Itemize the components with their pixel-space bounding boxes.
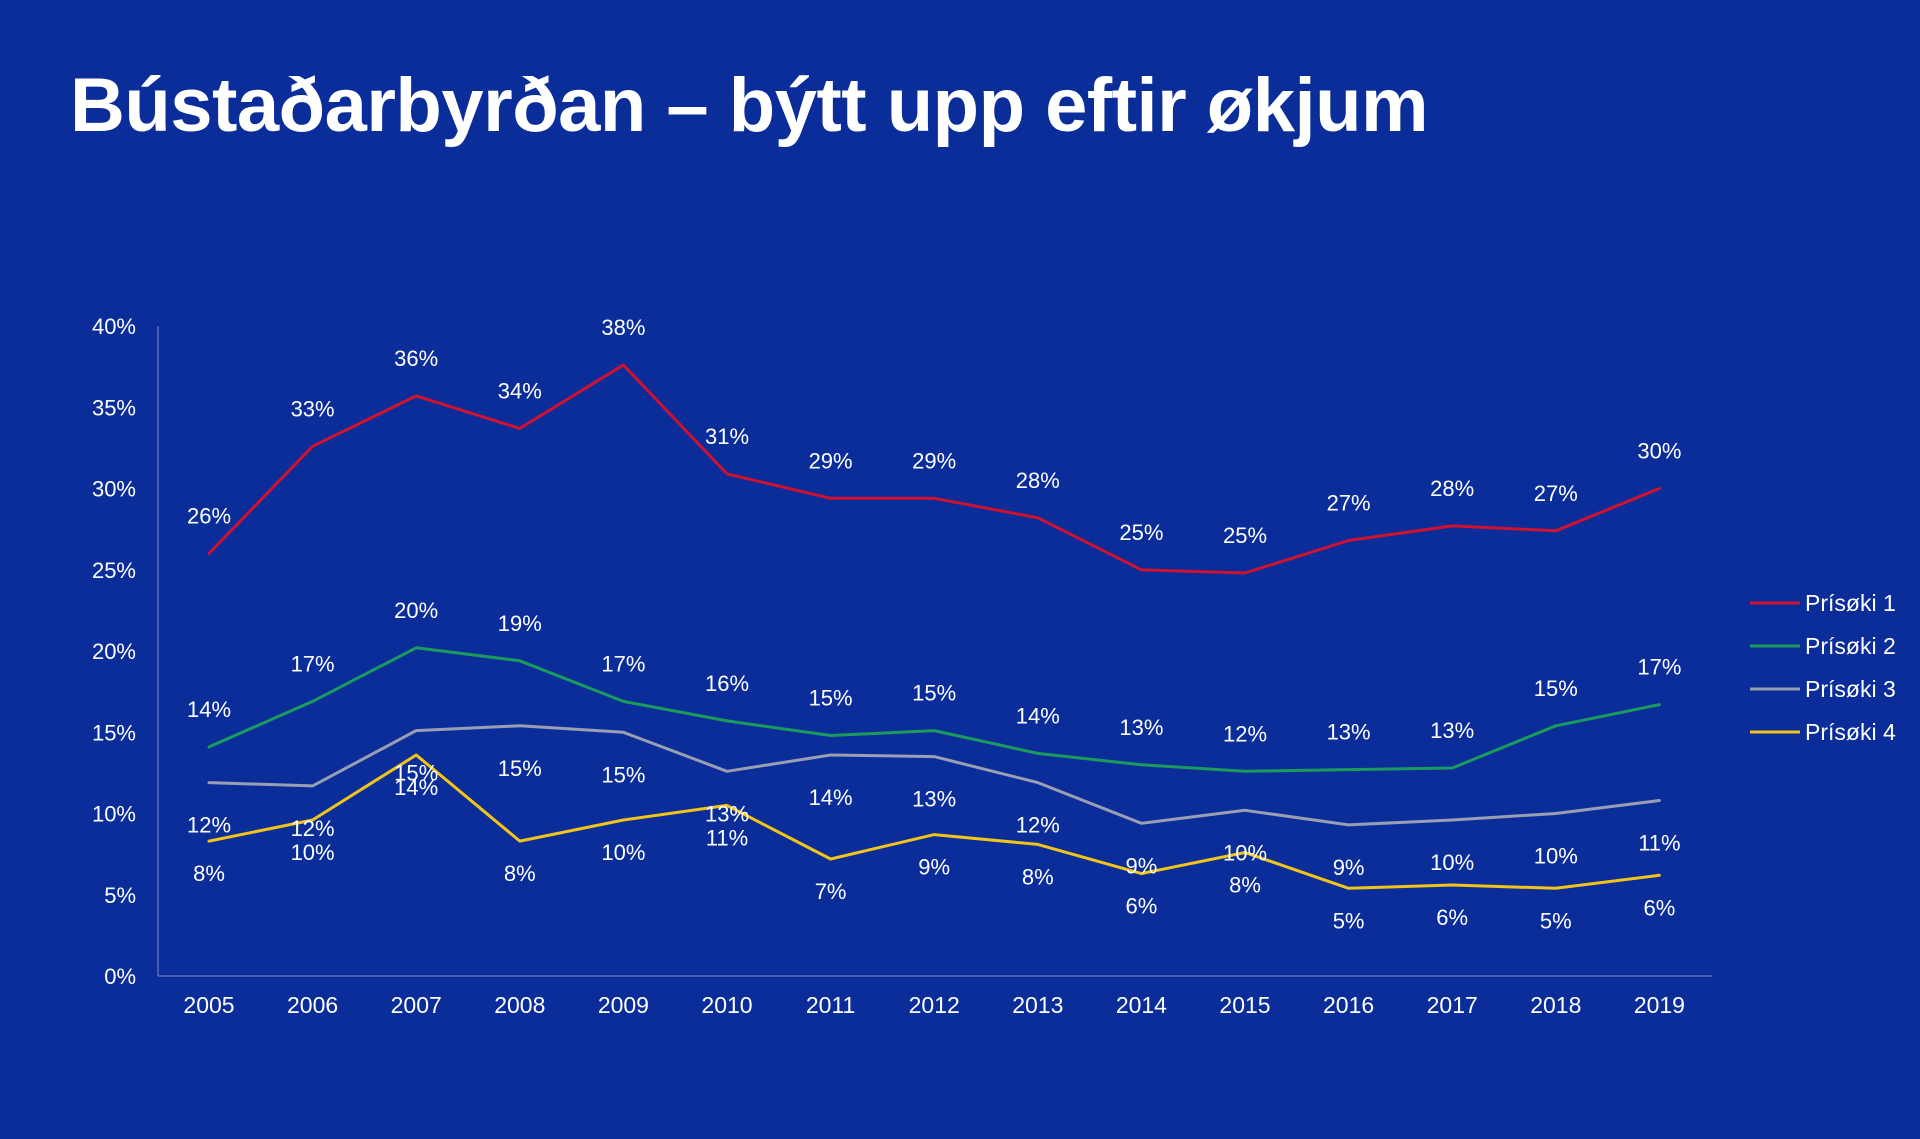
x-tick-label: 2010	[701, 992, 752, 1018]
x-tick-label: 2012	[909, 992, 960, 1018]
data-label: 13%	[705, 801, 749, 826]
data-label: 14%	[394, 775, 438, 800]
x-tick-label: 2013	[1012, 992, 1063, 1018]
data-label: 28%	[1430, 476, 1474, 501]
data-label: 12%	[1223, 721, 1267, 746]
data-label: 8%	[193, 861, 225, 886]
data-label: 8%	[1022, 864, 1054, 889]
data-label: 5%	[1540, 908, 1572, 933]
legend: Prísøki 1 Prísøki 2 Prísøki 3 Prísøki 4	[1750, 590, 1896, 745]
data-labels: 26% 33% 36% 34% 38% 31% 29% 29% 28% 25% 25% 27% 28% 2…	[187, 315, 1681, 933]
data-label: 11%	[706, 825, 748, 850]
data-label: 15%	[394, 761, 438, 786]
x-tick-label: 2014	[1116, 992, 1167, 1018]
data-label: 8%	[504, 861, 536, 886]
x-tick-label: 2006	[287, 992, 338, 1018]
data-label: 20%	[394, 598, 438, 623]
y-tick-label: 15%	[92, 720, 136, 745]
data-label: 12%	[1016, 813, 1060, 838]
y-tick-label: 25%	[92, 558, 136, 583]
y-tick-label: 20%	[92, 639, 136, 664]
data-label: 38%	[601, 315, 645, 340]
y-tick-label: 30%	[92, 477, 136, 502]
data-label: 33%	[291, 396, 335, 421]
data-label: 15%	[809, 686, 853, 711]
x-tick-label: 2008	[494, 992, 545, 1018]
data-label: 15%	[498, 756, 542, 781]
legend-label: Prísøki 3	[1805, 676, 1896, 702]
data-label: 9%	[1333, 855, 1365, 880]
x-tick-label: 2015	[1219, 992, 1270, 1018]
data-label: 17%	[1637, 655, 1681, 680]
data-label: 10%	[1223, 840, 1267, 865]
legend-label: Prísøki 4	[1805, 719, 1896, 745]
axes: 0% 5% 10% 15% 20% 25% 30% 35% 40% 2005 2006 2007 200…	[92, 314, 1712, 1018]
legend-label: Prísøki 2	[1805, 633, 1896, 659]
x-tick-label: 2019	[1634, 992, 1685, 1018]
data-label: 27%	[1534, 481, 1578, 506]
y-tick-label: 0%	[104, 964, 136, 989]
data-label: 13%	[1430, 718, 1474, 743]
data-label: 31%	[705, 424, 749, 449]
data-label: 14%	[809, 785, 853, 810]
data-label: 14%	[187, 697, 231, 722]
data-label: 13%	[1327, 720, 1371, 745]
data-label: 12%	[291, 816, 335, 841]
y-tick-label: 40%	[92, 314, 136, 339]
data-label: 26%	[187, 504, 231, 529]
series-line-1	[207, 363, 1661, 575]
data-label: 10%	[291, 840, 335, 865]
series-line-2	[207, 646, 1661, 773]
data-label: 15%	[912, 681, 956, 706]
data-label: 28%	[1016, 468, 1060, 493]
data-label: 25%	[1223, 523, 1267, 548]
y-tick-label: 10%	[92, 802, 136, 827]
data-label: 13%	[912, 787, 956, 812]
x-tick-label: 2009	[598, 992, 649, 1018]
data-label: 15%	[601, 762, 645, 787]
data-label: 16%	[705, 671, 749, 696]
data-label: 6%	[1644, 895, 1676, 920]
series-line-4	[207, 753, 1661, 890]
series-lines	[207, 363, 1661, 890]
data-label: 10%	[601, 840, 645, 865]
data-label: 34%	[498, 378, 542, 403]
data-label: 17%	[291, 651, 335, 676]
data-label: 19%	[498, 611, 542, 636]
data-label: 9%	[918, 855, 950, 880]
data-label: 10%	[1430, 850, 1474, 875]
data-label: 10%	[1534, 844, 1578, 869]
data-label: 11%	[1638, 831, 1680, 856]
data-label: 27%	[1327, 491, 1371, 516]
data-label: 29%	[912, 448, 956, 473]
x-tick-label: 2018	[1530, 992, 1581, 1018]
slide-title: Bústaðarbyrðan – býtt upp eftir økjum	[70, 63, 1429, 148]
x-tick-label: 2016	[1323, 992, 1374, 1018]
y-tick-label: 5%	[104, 883, 136, 908]
data-label: 13%	[1119, 715, 1163, 740]
data-label: 25%	[1119, 520, 1163, 545]
x-tick-label: 2005	[183, 992, 234, 1018]
data-label: 12%	[187, 813, 231, 838]
data-label: 17%	[601, 651, 645, 676]
data-label: 14%	[1016, 703, 1060, 728]
x-tick-label: 2007	[391, 992, 442, 1018]
data-label: 6%	[1126, 894, 1158, 919]
data-label: 36%	[394, 346, 438, 371]
data-label: 29%	[809, 448, 853, 473]
data-label: 15%	[1534, 676, 1578, 701]
data-label: 30%	[1637, 439, 1681, 464]
data-label: 5%	[1333, 908, 1365, 933]
data-label: 7%	[815, 879, 847, 904]
series-line-3	[207, 724, 1661, 827]
data-label: 6%	[1436, 905, 1468, 930]
y-tick-label: 35%	[92, 395, 136, 420]
data-label: 8%	[1229, 873, 1261, 898]
legend-label: Prísøki 1	[1805, 590, 1896, 616]
data-label: 9%	[1126, 853, 1158, 878]
x-tick-label: 2011	[806, 992, 855, 1018]
x-tick-label: 2017	[1427, 992, 1478, 1018]
